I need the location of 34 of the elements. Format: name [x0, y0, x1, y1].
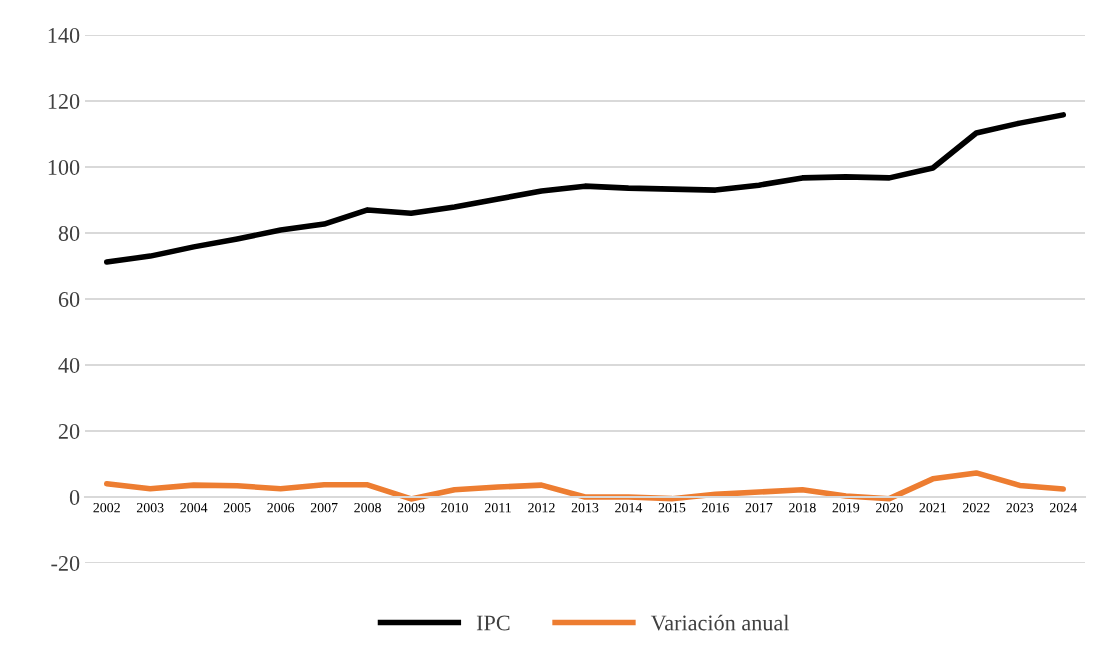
x-tick-label: 2013: [571, 502, 599, 513]
y-tick-label: 40: [58, 357, 80, 373]
y-tick-label: 0: [69, 489, 80, 505]
y-tick-label: 80: [58, 225, 80, 241]
x-tick-label: 2016: [702, 502, 729, 513]
y-tick-label: -20: [51, 555, 80, 571]
x-tick-label: 2019: [832, 502, 860, 513]
x-tick-label: 2014: [615, 502, 643, 513]
y-tick-label: 20: [58, 423, 80, 439]
x-tick-label: 2002: [93, 502, 120, 513]
x-tick-label: 2009: [397, 502, 425, 513]
x-tick-label: 2021: [919, 502, 946, 513]
x-tick-label: 2017: [745, 502, 773, 513]
x-tick-label: 2018: [789, 502, 816, 513]
y-tick-label: 60: [58, 291, 80, 307]
y-tick-label: 140: [48, 27, 80, 43]
x-tick-label: 2006: [267, 502, 295, 513]
x-tick-label: 2010: [441, 502, 468, 513]
x-tick-label: 2007: [310, 502, 338, 513]
x-tick-label: 2015: [658, 502, 686, 513]
legend-label: Variación anual: [650, 614, 790, 631]
x-tick-label: 2005: [223, 502, 251, 513]
x-tick-label: 2020: [876, 502, 903, 513]
x-tick-label: 2022: [963, 502, 990, 513]
x-tick-label: 2023: [1006, 502, 1034, 513]
x-tick-label: 2004: [180, 502, 208, 513]
y-tick-label: 120: [48, 93, 80, 109]
legend-label: IPC: [476, 615, 510, 631]
x-tick-label: 2012: [528, 502, 555, 513]
x-tick-label: 2003: [136, 502, 164, 513]
x-tick-label: 2011: [485, 502, 511, 513]
x-tick-label: 2008: [354, 502, 381, 513]
y-tick-label: 100: [48, 159, 80, 175]
x-tick-label: 2024: [1049, 502, 1077, 513]
